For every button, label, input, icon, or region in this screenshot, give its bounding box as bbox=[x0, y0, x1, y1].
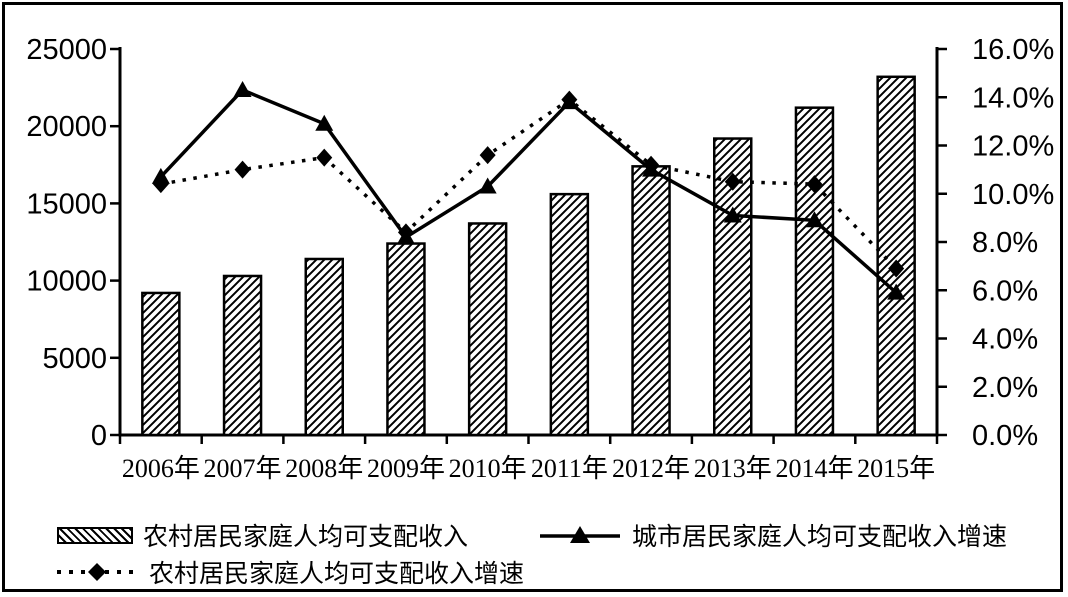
x-axis-category-label: 2015年 bbox=[857, 454, 935, 483]
bar bbox=[794, 106, 835, 437]
triangle-marker bbox=[233, 81, 252, 98]
hatched-bar-swatch-icon bbox=[57, 526, 133, 544]
diamond-marker bbox=[806, 175, 823, 194]
bar bbox=[141, 291, 181, 437]
bar bbox=[631, 165, 671, 437]
diamond-marker bbox=[316, 148, 333, 167]
diamond-marker bbox=[234, 160, 251, 179]
right-axis-tick-label: 4.0% bbox=[972, 324, 1038, 356]
legend-label-urban-growth: 城市居民家庭人均可支配收入增速 bbox=[632, 524, 1008, 551]
x-axis-category-label: 2007年 bbox=[204, 454, 282, 483]
x-axis-category-label: 2006年 bbox=[122, 454, 200, 483]
bar bbox=[222, 274, 263, 437]
diamond-marker bbox=[152, 175, 169, 194]
bar bbox=[549, 192, 590, 437]
x-axis-category-label: 2011年 bbox=[531, 454, 608, 483]
left-axis-tick-label: 0 bbox=[91, 420, 107, 452]
legend-label-rural-income: 农村居民家庭人均可支配收入 bbox=[143, 524, 469, 551]
right-axis-tick-label: 10.0% bbox=[972, 179, 1054, 211]
x-axis-category-label: 2012年 bbox=[612, 454, 690, 483]
diamond-marker bbox=[724, 172, 741, 191]
diamond-marker bbox=[888, 259, 905, 278]
right-axis-tick-label: 2.0% bbox=[972, 372, 1038, 404]
x-axis-category-label: 2014年 bbox=[775, 454, 853, 483]
right-axis-tick-label: 0.0% bbox=[972, 420, 1038, 452]
right-axis-tick-label: 16.0% bbox=[972, 34, 1054, 66]
right-axis-tick-label: 14.0% bbox=[972, 82, 1054, 114]
right-axis-tick-label: 12.0% bbox=[972, 131, 1054, 163]
diamond-marker bbox=[643, 155, 660, 174]
urban-growth-line bbox=[151, 81, 906, 300]
solid-line-triangle-icon bbox=[540, 526, 620, 543]
right-axis-tick-label: 8.0% bbox=[972, 227, 1038, 259]
legend-item-rural-income: 农村居民家庭人均可支配收入 bbox=[57, 517, 468, 553]
bar bbox=[386, 242, 426, 437]
bar-series bbox=[141, 75, 916, 437]
legend-item-urban-growth: 城市居民家庭人均可支配收入增速 bbox=[538, 517, 1007, 553]
diamond-marker bbox=[397, 223, 414, 242]
triangle-marker bbox=[315, 114, 334, 131]
left-axis-tick-label: 5000 bbox=[42, 343, 107, 375]
x-axis-category-label: 2013年 bbox=[694, 454, 772, 483]
left-axis-tick-label: 25000 bbox=[26, 34, 107, 66]
bar bbox=[876, 75, 916, 437]
right-axis-tick-label: 6.0% bbox=[972, 275, 1038, 307]
triangle-marker bbox=[478, 177, 497, 194]
axes: 0 5000 10000 15000 20000 25000 0.0% 2.0% 4.0% 6.0… bbox=[26, 34, 1054, 483]
x-axis-category-label: 2010年 bbox=[449, 454, 527, 483]
bar bbox=[467, 222, 508, 437]
rural-growth-line bbox=[152, 90, 905, 278]
bar bbox=[304, 257, 344, 437]
legend-item-rural-growth: 农村居民家庭人均可支配收入增速 bbox=[55, 554, 524, 590]
triangle-marker bbox=[887, 283, 906, 300]
legend-label-rural-growth: 农村居民家庭人均可支配收入增速 bbox=[149, 561, 525, 588]
left-axis-tick-label: 15000 bbox=[26, 188, 107, 220]
dashed-line-diamond-icon bbox=[57, 563, 137, 581]
diamond-marker bbox=[479, 146, 496, 165]
triangle-marker bbox=[723, 206, 742, 223]
diamond-marker bbox=[561, 90, 578, 109]
triangle-marker bbox=[805, 211, 824, 228]
x-axis-category-label: 2008年 bbox=[285, 454, 363, 483]
left-axis-tick-label: 10000 bbox=[26, 266, 107, 298]
left-axis-tick-label: 20000 bbox=[26, 111, 107, 143]
x-axis-category-label: 2009年 bbox=[367, 454, 445, 483]
